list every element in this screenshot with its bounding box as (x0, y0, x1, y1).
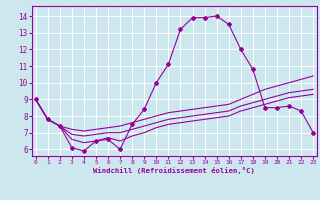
X-axis label: Windchill (Refroidissement éolien,°C): Windchill (Refroidissement éolien,°C) (93, 167, 255, 174)
